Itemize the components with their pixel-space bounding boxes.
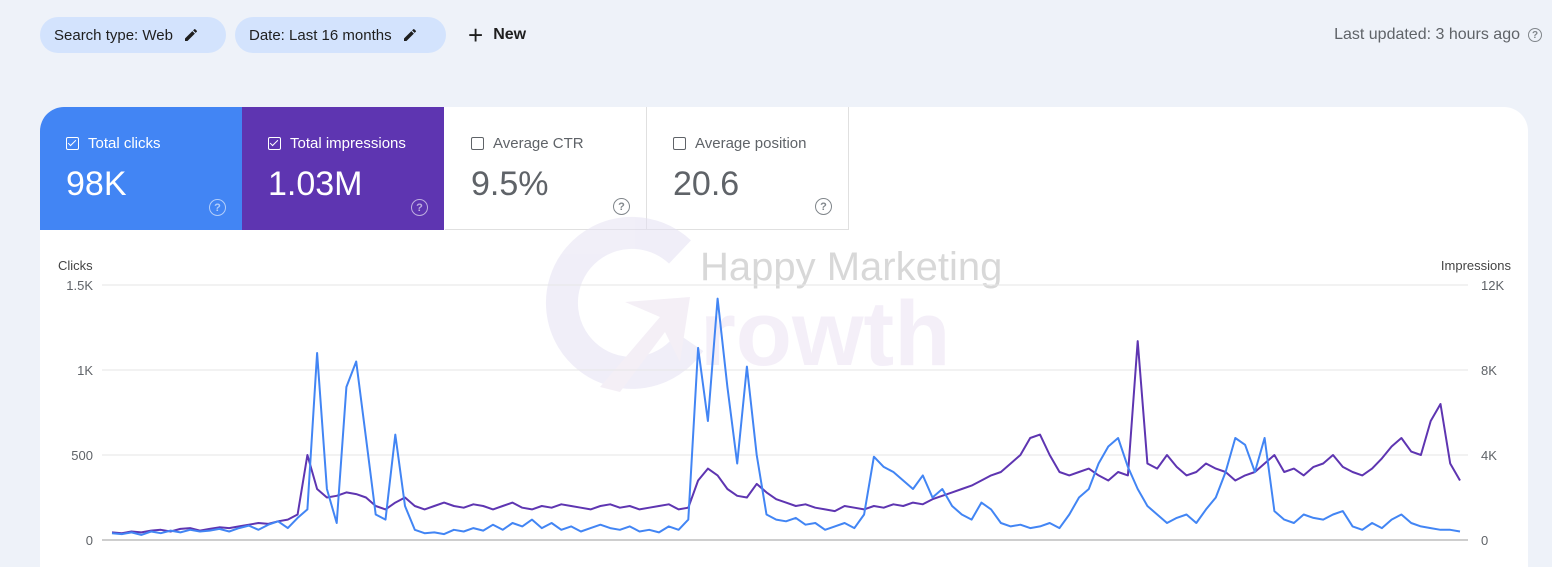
left-tick-label: 500 [71, 448, 93, 463]
checkbox-unchecked-icon[interactable] [673, 137, 686, 150]
checkbox-unchecked-icon[interactable] [471, 137, 484, 150]
new-filter-label: New [493, 26, 527, 43]
metric-total-clicks[interactable]: Total clicks 98K ? [40, 107, 242, 230]
series-line-clicks [111, 297, 1461, 536]
help-icon[interactable]: ? [411, 199, 428, 216]
right-tick-label: 0 [1481, 533, 1489, 548]
new-filter-button[interactable]: + New [468, 17, 526, 53]
checkbox-checked-icon[interactable] [66, 137, 79, 150]
metric-label: Average CTR [493, 135, 584, 152]
metric-value: 98K [66, 165, 127, 203]
plus-icon: + [468, 20, 484, 50]
help-icon[interactable]: ? [1528, 28, 1542, 42]
last-updated: Last updated: 3 hours ago ? [1334, 17, 1542, 53]
gridlines [102, 284, 1468, 541]
metric-value: 9.5% [471, 165, 549, 203]
help-icon[interactable]: ? [613, 198, 630, 215]
watermark-growth-text: rowth [700, 283, 950, 385]
left-axis-title: Clicks [58, 258, 93, 273]
search-type-filter-chip[interactable]: Search type: Web [40, 17, 226, 53]
right-tick-label: 8K [1481, 363, 1497, 378]
search-type-filter-label: Search type: Web [54, 26, 173, 44]
metric-value: 20.6 [673, 165, 740, 203]
metric-value: 1.03M [268, 165, 363, 203]
metric-label: Total impressions [290, 135, 406, 152]
date-filter-chip[interactable]: Date: Last 16 months [235, 17, 446, 53]
right-axis-title: Impressions [1440, 258, 1511, 273]
last-updated-text: Last updated: 3 hours ago [1334, 26, 1520, 43]
metric-label: Average position [695, 135, 807, 152]
watermark-text: Happy Marketing [700, 245, 1002, 289]
performance-chart[interactable]: Happy Marketing rowth [40, 107, 1528, 567]
edit-pencil-icon [403, 28, 416, 41]
performance-card: Total clicks 98K ? Total impressions 1.0… [40, 107, 1528, 567]
metric-label: Total clicks [88, 135, 161, 152]
metric-total-impressions[interactable]: Total impressions 1.03M ? [242, 107, 444, 230]
filter-bar: Search type: Web Date: Last 16 months + … [40, 17, 1552, 53]
edit-pencil-icon [184, 28, 197, 41]
checkbox-checked-icon[interactable] [268, 137, 281, 150]
series-layer [111, 297, 1461, 536]
left-tick-label: 0 [85, 533, 93, 548]
date-filter-label: Date: Last 16 months [249, 26, 392, 44]
metric-average-position[interactable]: Average position 20.6 ? [647, 107, 849, 230]
left-tick-label: 1K [77, 363, 93, 378]
help-icon[interactable]: ? [209, 199, 226, 216]
watermark-logo: Happy Marketing rowth [545, 216, 1002, 392]
series-line-impressions [111, 340, 1461, 535]
metric-average-ctr[interactable]: Average CTR 9.5% ? [445, 107, 647, 230]
help-icon[interactable]: ? [815, 198, 832, 215]
right-tick-label: 12K [1481, 278, 1505, 293]
right-tick-label: 4K [1481, 448, 1497, 463]
left-tick-label: 1.5K [66, 278, 93, 293]
